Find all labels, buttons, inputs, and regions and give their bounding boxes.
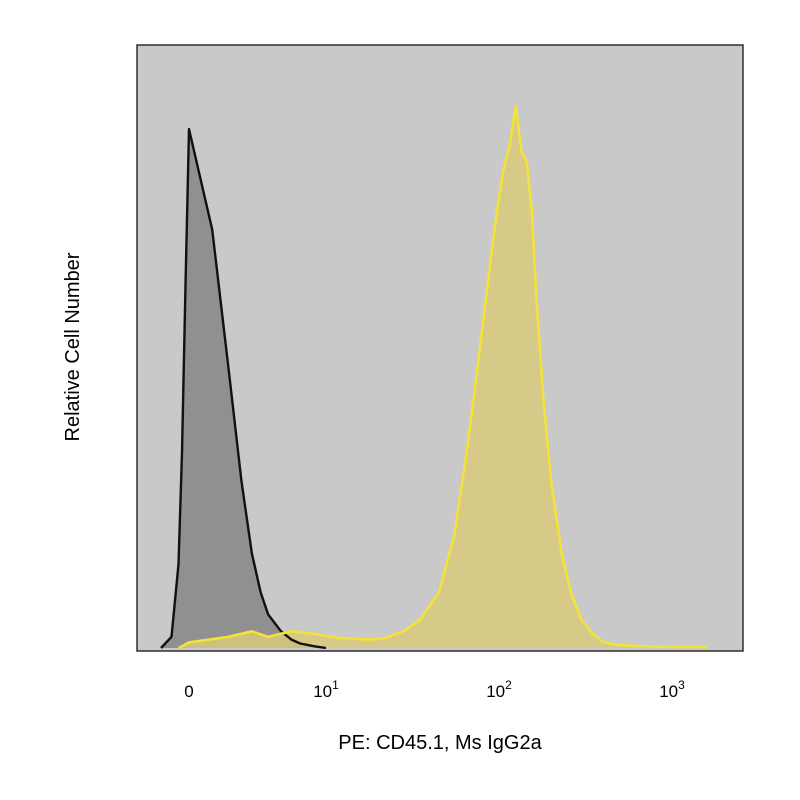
x-tick-label: 103 (659, 678, 685, 701)
series-2-line (177, 105, 708, 650)
x-tick-labels: 0 101 102 103 (184, 678, 685, 701)
series-1-line (160, 127, 327, 650)
x-tick-label: 102 (486, 678, 512, 701)
x-tick-label: 0 (184, 682, 193, 701)
x-axis-label: PE: CD45.1, Ms IgG2a (338, 732, 542, 754)
plot-frame (136, 44, 744, 652)
series-layer (160, 105, 708, 650)
series-1-area (161, 129, 326, 649)
x-tick-label: 101 (313, 678, 339, 701)
y-axis-label: Relative Cell Number (62, 252, 84, 441)
